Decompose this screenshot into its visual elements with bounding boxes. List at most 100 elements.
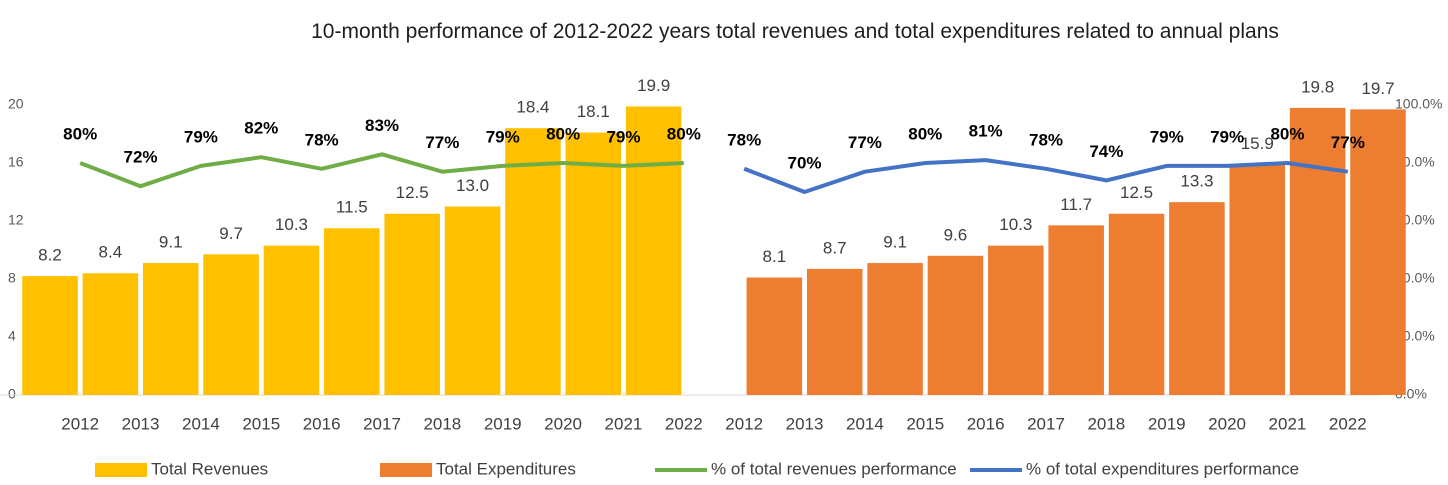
x-tick-label: 2017 xyxy=(363,414,401,433)
x-tick-label: 2021 xyxy=(1269,414,1307,433)
x-tick-label: 2018 xyxy=(423,414,461,433)
bar xyxy=(203,254,259,395)
bar xyxy=(1169,202,1225,395)
x-tick-label: 2012 xyxy=(725,414,763,433)
y-tick-label: 20 xyxy=(8,96,24,112)
line-value-label: 80% xyxy=(546,124,580,143)
x-tick-label: 2019 xyxy=(1148,414,1186,433)
legend-label: % of total expenditures performance xyxy=(1026,459,1299,478)
chart-title: 10-month performance of 2012-2022 years … xyxy=(311,20,1279,43)
bar-value-label: 11.7 xyxy=(1060,195,1092,214)
line-value-label: 77% xyxy=(848,133,882,152)
line-value-label: 72% xyxy=(124,148,158,167)
x-tick-label: 2020 xyxy=(544,414,582,433)
legend-label: Total Revenues xyxy=(151,459,268,478)
y-tick-label: 0 xyxy=(8,386,16,402)
line-value-label: 80% xyxy=(908,124,942,143)
x-tick-label: 2016 xyxy=(303,414,341,433)
line-value-label: 79% xyxy=(606,127,640,146)
x-tick-label: 2015 xyxy=(906,414,944,433)
y-tick-label: 8 xyxy=(8,270,16,286)
bar-value-label: 13.0 xyxy=(456,176,489,195)
bar xyxy=(1289,107,1346,396)
x-tick-label: 2018 xyxy=(1087,414,1125,433)
line-value-label: 81% xyxy=(969,122,1003,141)
line-value-label: 80% xyxy=(1270,124,1304,143)
bar-value-label: 19.9 xyxy=(637,76,670,95)
x-tick-label: 2022 xyxy=(665,414,703,433)
y-tick-label: 4 xyxy=(8,328,16,344)
line-value-label: 78% xyxy=(305,130,339,149)
x-tick-label: 2013 xyxy=(786,414,824,433)
bar-value-label: 9.7 xyxy=(219,224,243,243)
line-value-label: 79% xyxy=(486,127,520,146)
bar xyxy=(142,263,199,395)
bar xyxy=(384,213,440,395)
x-tick-label: 2014 xyxy=(182,414,220,433)
bar xyxy=(625,106,682,395)
y2-tick-label: 100.0% xyxy=(1395,96,1442,112)
bar xyxy=(1048,225,1104,395)
legend-swatch xyxy=(95,463,147,477)
bar xyxy=(22,276,78,395)
bar xyxy=(565,132,622,396)
bar-value-label: 9.1 xyxy=(883,233,907,252)
x-tick-label: 2022 xyxy=(1329,414,1367,433)
bar xyxy=(82,273,139,395)
bar xyxy=(505,128,561,395)
bar xyxy=(806,268,863,395)
line-value-label: 70% xyxy=(788,153,822,172)
y-tick-label: 16 xyxy=(8,154,24,170)
bar-value-label: 8.1 xyxy=(763,247,787,266)
bar xyxy=(927,255,984,395)
legend-swatch xyxy=(380,463,432,477)
bar-value-label: 8.4 xyxy=(99,243,123,262)
line-value-label: 79% xyxy=(1210,127,1244,146)
bar xyxy=(324,228,380,395)
bar xyxy=(1108,213,1165,395)
bar-value-label: 12.5 xyxy=(1120,183,1153,202)
bar-value-label: 15.9 xyxy=(1241,134,1274,153)
bar xyxy=(746,277,803,395)
x-tick-label: 2014 xyxy=(846,414,884,433)
line xyxy=(79,152,684,189)
bar xyxy=(444,206,501,395)
x-tick-label: 2020 xyxy=(1208,414,1246,433)
line-value-label: 80% xyxy=(63,124,97,143)
bar xyxy=(988,245,1044,395)
x-tick-label: 2012 xyxy=(61,414,99,433)
x-tick-label: 2019 xyxy=(484,414,522,433)
x-tick-label: 2021 xyxy=(605,414,643,433)
bar xyxy=(1229,164,1286,395)
line-value-label: 79% xyxy=(1150,127,1184,146)
bar-value-label: 9.1 xyxy=(159,233,183,252)
line-value-label: 77% xyxy=(425,133,459,152)
line-value-label: 83% xyxy=(365,116,399,135)
line-value-label: 74% xyxy=(1089,142,1123,161)
line-value-label: 78% xyxy=(1029,130,1063,149)
bar-value-label: 9.6 xyxy=(944,225,968,244)
bar-value-label: 19.7 xyxy=(1361,79,1394,98)
bar-value-label: 13.3 xyxy=(1180,172,1213,191)
line-value-label: 80% xyxy=(667,124,701,143)
bar-value-label: 18.4 xyxy=(516,98,549,117)
bar xyxy=(263,245,320,395)
bar-value-label: 19.8 xyxy=(1301,77,1334,96)
bar xyxy=(867,263,923,395)
bar-value-label: 8.7 xyxy=(823,238,847,257)
line-value-label: 78% xyxy=(727,130,761,149)
bar-value-label: 18.1 xyxy=(577,102,610,121)
bar-value-label: 12.5 xyxy=(396,183,429,202)
x-tick-label: 2017 xyxy=(1027,414,1065,433)
bar xyxy=(1350,109,1406,395)
x-tick-label: 2016 xyxy=(967,414,1005,433)
bar-value-label: 10.3 xyxy=(275,215,308,234)
y-tick-label: 12 xyxy=(8,212,24,228)
legend-label: % of total revenues performance xyxy=(711,459,957,478)
bar-value-label: 8.2 xyxy=(38,246,62,265)
legend-label: Total Expenditures xyxy=(436,459,576,478)
x-tick-label: 2015 xyxy=(242,414,280,433)
line-value-label: 82% xyxy=(244,119,278,138)
